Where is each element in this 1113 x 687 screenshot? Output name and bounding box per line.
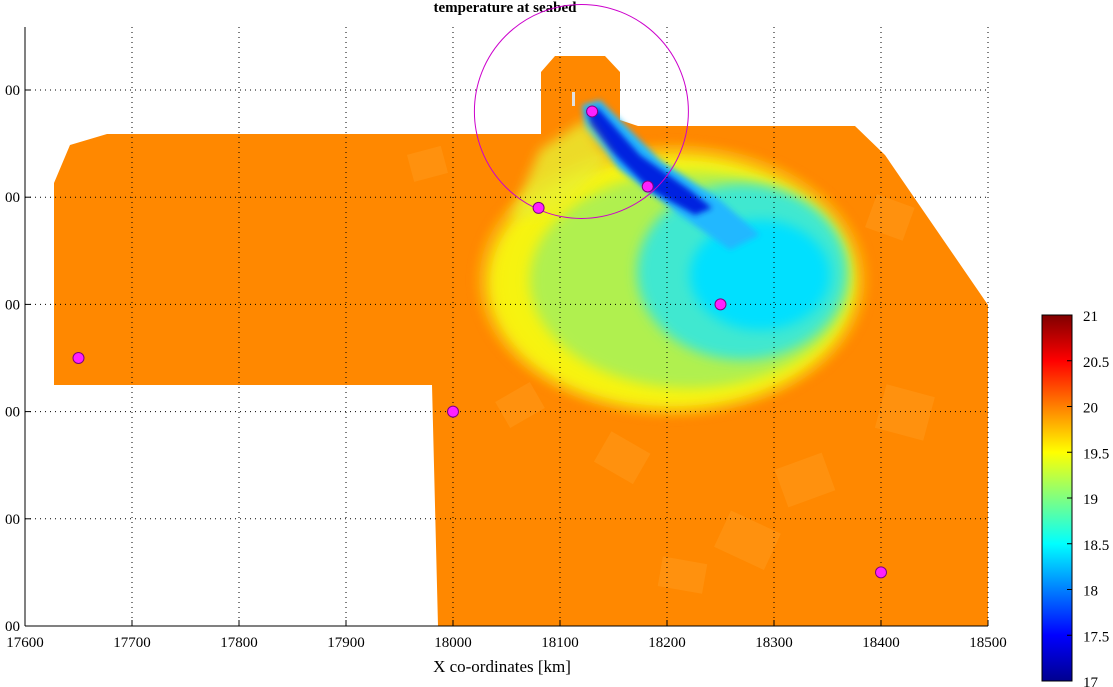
grid-lines (25, 27, 989, 626)
colorbar-tick-label: 17 (1083, 675, 1099, 687)
colorbar-tick-label: 17.5 (1083, 629, 1109, 645)
outlet-circle (473, 3, 689, 219)
y-tick-label: 00 (5, 619, 20, 635)
x-axis-label: X co-ordinates [km] (433, 657, 571, 676)
y-tick-label: 00 (5, 297, 20, 313)
outlet-notch (572, 92, 575, 106)
x-tick-label: 18400 (862, 635, 900, 651)
colorbar-tick-label: 21 (1083, 309, 1098, 325)
colorbar-tick-label: 19 (1083, 492, 1098, 508)
monitoring-point (72, 352, 85, 364)
monitoring-point (447, 405, 459, 418)
plume-jet (588, 108, 712, 215)
colorbar-tick-label: 18.5 (1083, 538, 1109, 554)
monitoring-point (714, 298, 727, 311)
monitoring-points (72, 105, 887, 579)
colorbar-tick-label: 20 (1083, 401, 1098, 417)
x-tick-label: 18500 (969, 635, 1007, 651)
field-mottling (406, 145, 935, 594)
plume-near-outlet (510, 120, 610, 220)
colorbar (1041, 314, 1073, 682)
x-tick-label: 17700 (113, 635, 151, 651)
monitoring-point (875, 566, 887, 579)
colorbar-tick-label: 19.5 (1083, 446, 1109, 462)
monitoring-point (532, 201, 545, 214)
monitoring-point (641, 180, 654, 193)
x-tick-label: 17800 (220, 635, 258, 651)
monitoring-point (586, 105, 599, 118)
y-tick-label: 00 (5, 190, 20, 206)
plume-jet-light (582, 100, 760, 250)
y-tick-label: 00 (5, 512, 20, 528)
y-tick-label: 00 (5, 405, 20, 421)
colorbar-tick-label: 18 (1083, 584, 1098, 600)
x-tick-label: 18100 (541, 635, 579, 651)
y-tick-label: 00 (5, 83, 20, 99)
temperature-field (54, 56, 988, 626)
colorbar-ticks: 17 17.5 18 18.5 19 19.5 20 20.5 21 (1067, 309, 1109, 687)
x-tick-label: 17600 (6, 635, 44, 651)
x-tick-labels: 17600 17700 17800 17900 18000 18100 18200 18300… (6, 620, 1007, 651)
y-tick-labels: 00 00 00 00 00 00 (5, 83, 31, 635)
x-tick-label: 18300 (755, 635, 793, 651)
x-tick-label: 18000 (434, 635, 472, 651)
x-tick-label: 18200 (648, 635, 686, 651)
x-tick-label: 17900 (327, 635, 365, 651)
colorbar-tick-label: 20.5 (1083, 355, 1109, 371)
